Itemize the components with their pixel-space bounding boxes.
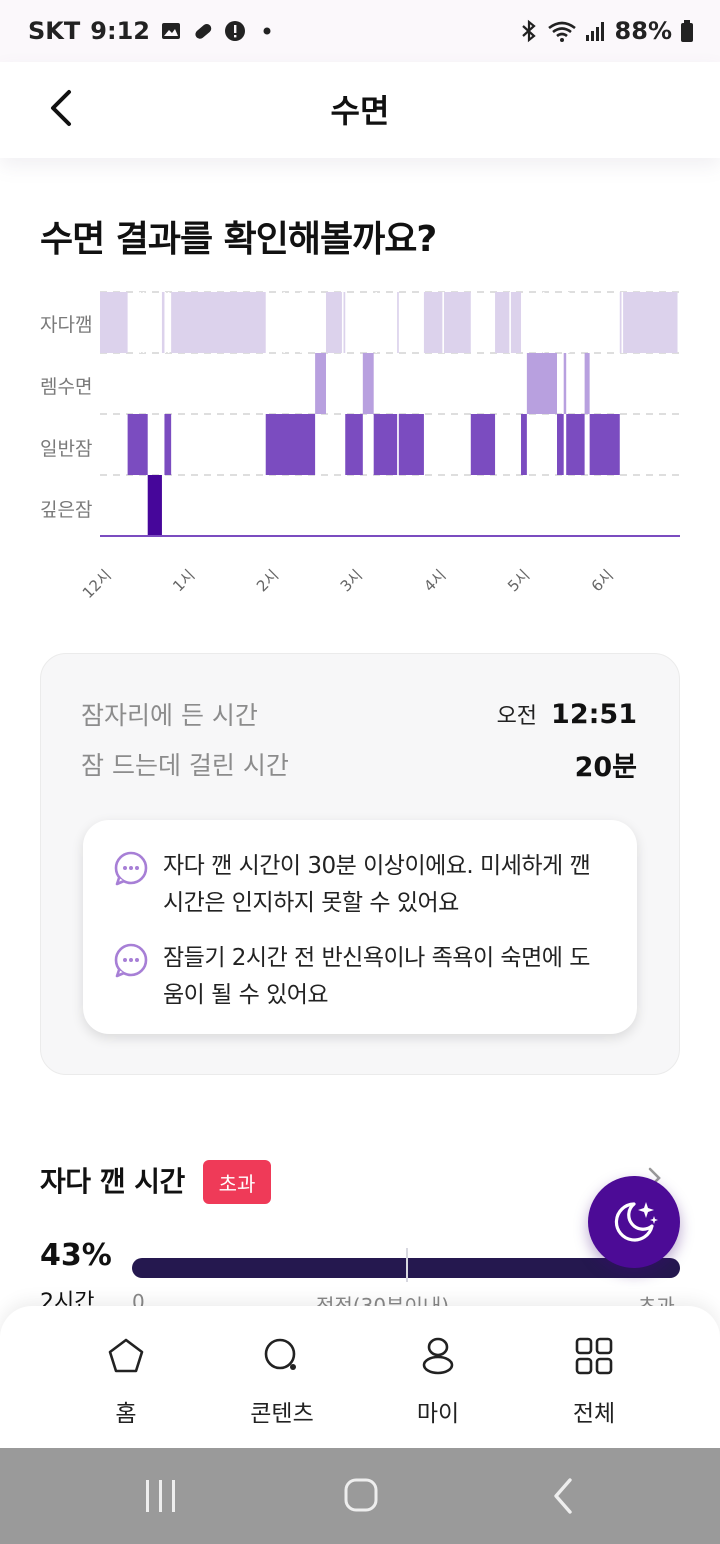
stage-segment (325, 292, 346, 353)
nav-my[interactable]: 마이 (378, 1336, 498, 1428)
stage-segment (470, 414, 496, 475)
x-tick-label: 3시 (337, 566, 366, 595)
tip-item: 자다 깬 시간이 30분 이상이에요. 미세하게 깬 시간은 인지하지 못할 수… (113, 848, 609, 922)
stage-segment (373, 414, 398, 475)
latency-row: 잠 드는데 걸린 시간 20분 (81, 744, 637, 784)
awake-threshold-marker (406, 1248, 408, 1282)
status-right: 88% (519, 17, 694, 45)
bluetooth-icon (521, 19, 536, 43)
stage-segment (315, 353, 326, 414)
x-tick-label: 12시 (79, 566, 115, 600)
x-tick-label: 2시 (253, 566, 282, 595)
status-badge: 초과 (203, 1160, 271, 1204)
tips-box: 자다 깬 시간이 30분 이상이에요. 미세하게 깬 시간은 인지하지 못할 수… (83, 820, 637, 1034)
x-tick-label: 1시 (169, 566, 198, 595)
awake-section-title: 자다 깬 시간 (40, 1165, 185, 1198)
nav-my-label: 마이 (416, 1401, 460, 1427)
stage-segment (362, 353, 374, 414)
awake-percent: 43% (40, 1238, 112, 1273)
stage-segment (100, 292, 128, 353)
home-icon (108, 1338, 144, 1373)
nav-content[interactable]: 콘텐츠 (222, 1336, 342, 1428)
chat-bubble-icon (114, 943, 148, 978)
latency-value-group: 20분 (575, 745, 637, 784)
chart-plot: 12시 1시 2시 3시 4시 5시 6시 (79, 291, 680, 600)
back-button[interactable] (36, 84, 84, 132)
y-label-deep: 깊은잠 (40, 499, 93, 521)
stage-segment (557, 414, 564, 475)
y-label-awake: 자다깸 (40, 314, 93, 336)
moon-stars-icon (614, 1202, 658, 1242)
nav-content-label: 콘텐츠 (250, 1401, 314, 1427)
y-label-rem: 렘수면 (40, 376, 93, 398)
gallery-icon (161, 23, 180, 39)
app-header: 수면 (0, 62, 720, 158)
latency-label: 잠 드는데 걸린 시간 (81, 751, 289, 780)
status-bar: SKT 9:12 88% (0, 0, 720, 62)
stage-segment (171, 292, 266, 353)
wifi-icon (547, 21, 576, 42)
chevron-left-icon (51, 90, 71, 126)
battery-icon (681, 20, 693, 42)
x-tick-label: 5시 (504, 566, 533, 595)
alert-icon (224, 21, 245, 41)
sleep-mode-fab[interactable] (588, 1176, 680, 1268)
sleep-stage-chart: 자다깸 렘수면 일반잠 깊은잠 12시 1시 2시 3시 4시 5시 6시 (30, 280, 690, 600)
bedtime-row: 잠자리에 든 시간 오전 12:51 (81, 694, 637, 734)
notification-dot-icon (263, 27, 271, 35)
clock: 9:12 (90, 17, 150, 45)
chat-bubble-icon (114, 851, 148, 886)
search-icon (264, 1338, 296, 1370)
stage-segment (584, 353, 590, 414)
nav-all-label: 전체 (572, 1401, 616, 1427)
stage-segment (526, 353, 558, 414)
x-tick-label: 6시 (588, 566, 617, 595)
nav-all[interactable]: 전체 (534, 1336, 654, 1428)
stage-segment (566, 414, 585, 475)
stage-segment (619, 292, 678, 353)
stage-segment (161, 292, 165, 353)
stage-segment (495, 292, 522, 353)
y-label-light: 일반잠 (40, 438, 93, 460)
battery-percent: 88% (614, 17, 672, 45)
bottom-nav: 홈 콘텐츠 마이 전체 (0, 1306, 720, 1448)
grid-icon (575, 1337, 613, 1375)
carrier-label: SKT (28, 17, 81, 45)
recent-apps-icon[interactable] (138, 1476, 182, 1516)
nav-home[interactable]: 홈 (66, 1336, 186, 1428)
stage-segment (164, 414, 172, 475)
stage-segment (589, 414, 620, 475)
bedtime-label: 잠자리에 든 시간 (81, 701, 258, 730)
summary-card: 잠자리에 든 시간 오전 12:51 잠 드는데 걸린 시간 20분 자다 깬 … (40, 653, 680, 1075)
stage-segment (521, 414, 527, 475)
stage-segment (398, 414, 424, 475)
nav-home-label: 홈 (115, 1401, 137, 1427)
system-nav-bar (0, 1448, 720, 1544)
bedtime-value-group: 오전 12:51 (497, 698, 637, 730)
stage-segment (563, 353, 567, 414)
page-title: 수면 (330, 92, 390, 130)
stage-segment (147, 475, 162, 536)
signal-icon (585, 22, 604, 41)
person-icon (422, 1337, 454, 1375)
stage-segment (423, 292, 471, 353)
bedtime-value: 12:51 (551, 699, 637, 730)
stage-segment (345, 414, 363, 475)
home-system-icon[interactable] (339, 1476, 383, 1516)
stage-segment (397, 292, 399, 353)
bedtime-ampm: 오전 (496, 704, 538, 729)
tip-text: 잠들기 2시간 전 반신욕이나 족욕이 숙면에 도움이 될 수 있어요 (163, 945, 590, 1008)
stage-segment (127, 414, 148, 475)
stage-segment (265, 414, 316, 475)
back-system-icon[interactable] (542, 1476, 586, 1516)
tip-item: 잠들기 2시간 전 반신욕이나 족욕이 숙면에 도움이 될 수 있어요 (113, 940, 609, 1014)
pill-icon (195, 23, 212, 39)
status-left: SKT 9:12 (28, 17, 278, 45)
section-heading: 수면 결과를 확인해볼까요? (40, 219, 437, 260)
x-tick-label: 4시 (420, 566, 449, 595)
latency-value: 20분 (574, 751, 637, 783)
tip-text: 자다 깬 시간이 30분 이상이에요. 미세하게 깬 시간은 인지하지 못할 수… (163, 853, 591, 916)
